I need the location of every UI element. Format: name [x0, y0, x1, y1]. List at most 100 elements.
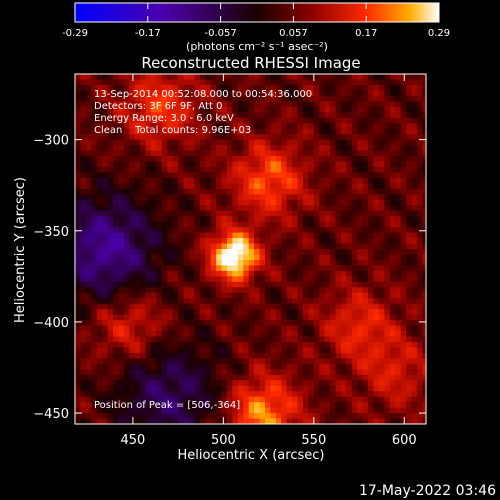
heatmap-cell	[205, 298, 212, 305]
heatmap-cell	[205, 320, 212, 327]
heatmap-cell	[319, 363, 326, 370]
heatmap-cell	[232, 303, 239, 310]
heatmap-cell	[264, 358, 272, 365]
heatmap-cell	[330, 320, 337, 327]
heatmap-cell	[373, 396, 380, 403]
heatmap-cell	[161, 336, 168, 343]
heatmap-cell	[172, 79, 179, 86]
heatmap-cell	[308, 205, 315, 212]
heatmap-cell	[80, 156, 87, 163]
heatmap-cell	[302, 161, 309, 168]
heatmap-cell	[351, 188, 358, 195]
heatmap-cell	[302, 402, 309, 409]
heatmap-cell	[335, 331, 342, 338]
heatmap-cell	[210, 303, 217, 310]
heatmap-cell	[400, 161, 407, 168]
heatmap-cell	[167, 216, 174, 223]
heatmap-cell	[221, 221, 228, 228]
heatmap-cell	[237, 166, 244, 174]
heatmap-cell	[172, 254, 179, 261]
heatmap-cell	[216, 205, 223, 212]
heatmap-cell	[243, 238, 250, 245]
heatmap-cell	[292, 385, 299, 392]
heatmap-cell	[411, 314, 418, 321]
heatmap-cell	[123, 309, 130, 316]
heatmap-cell	[145, 325, 152, 332]
heatmap-cell	[102, 276, 109, 283]
heatmap-cell	[232, 232, 239, 239]
heatmap-cell	[210, 221, 217, 228]
heatmap-cell	[259, 380, 266, 387]
heatmap-cell	[156, 413, 163, 420]
heatmap-cell	[297, 309, 304, 316]
heatmap-cell	[221, 303, 228, 310]
heatmap-cell	[167, 249, 174, 256]
heatmap-cell	[167, 254, 174, 261]
heatmap-cell	[340, 177, 347, 184]
heatmap-cell	[373, 106, 380, 113]
heatmap-cell	[357, 128, 364, 135]
heatmap-cell	[351, 150, 358, 157]
heatmap-cell	[167, 281, 174, 288]
heatmap-cell	[422, 292, 426, 299]
heatmap-cell	[118, 74, 125, 81]
heatmap-cell	[313, 84, 320, 92]
heatmap-cell	[357, 74, 364, 81]
heatmap-cell	[221, 292, 228, 299]
heatmap-cell	[172, 380, 179, 387]
heatmap-cell	[112, 106, 120, 113]
heatmap-cell	[85, 150, 92, 157]
heatmap-cell	[75, 79, 82, 86]
heatmap-cell	[96, 106, 103, 113]
heatmap-cell	[243, 336, 250, 343]
heatmap-cell	[210, 380, 217, 387]
heatmap-cell	[395, 210, 402, 217]
heatmap-cell	[194, 303, 201, 310]
heatmap-cell	[167, 177, 174, 184]
heatmap-cell	[156, 74, 163, 81]
heatmap-cell	[216, 347, 223, 354]
heatmap-cell	[308, 352, 315, 359]
heatmap-cell	[216, 172, 223, 179]
heatmap-cell	[107, 227, 114, 234]
heatmap-cell	[80, 74, 87, 81]
heatmap-cell	[286, 418, 293, 424]
heatmap-cell	[406, 314, 413, 321]
heatmap-cell	[226, 270, 234, 277]
heatmap-cell	[188, 243, 196, 250]
heatmap-cell	[324, 336, 331, 343]
heatmap-cell	[373, 363, 380, 370]
heatmap-cell	[129, 418, 136, 424]
heatmap-cell	[362, 79, 369, 86]
heatmap-cell	[188, 391, 196, 398]
heatmap-cell	[373, 292, 380, 299]
heatmap-cell	[178, 150, 185, 157]
heatmap-cell	[156, 309, 163, 316]
heatmap-cell	[406, 391, 413, 398]
heatmap-cell	[400, 249, 407, 256]
heatmap-cell	[112, 74, 120, 81]
heatmap-cell	[102, 112, 109, 119]
heatmap-cell	[134, 166, 141, 174]
heatmap-cell	[243, 199, 250, 206]
heatmap-cell	[221, 161, 228, 168]
heatmap-cell	[389, 325, 396, 332]
heatmap-cell	[395, 156, 402, 163]
heatmap-cell	[102, 358, 109, 365]
heatmap-cell	[389, 79, 396, 86]
heatmap-cell	[330, 270, 337, 277]
heatmap-cell	[183, 341, 190, 349]
heatmap-cell	[172, 369, 179, 376]
heatmap-cell	[416, 74, 423, 81]
heatmap-cell	[221, 402, 228, 409]
heatmap-cell	[259, 232, 266, 239]
heatmap-cell	[161, 385, 168, 392]
y-axis-label: Heliocentric Y (arcsec)	[13, 177, 28, 323]
heatmap-cell	[216, 281, 223, 288]
heatmap-cell	[80, 380, 87, 387]
heatmap-cell	[85, 396, 92, 403]
heatmap-cell	[91, 199, 98, 206]
heatmap-cell	[140, 90, 147, 97]
heatmap-cell	[183, 79, 190, 86]
heatmap-cell	[172, 90, 179, 97]
